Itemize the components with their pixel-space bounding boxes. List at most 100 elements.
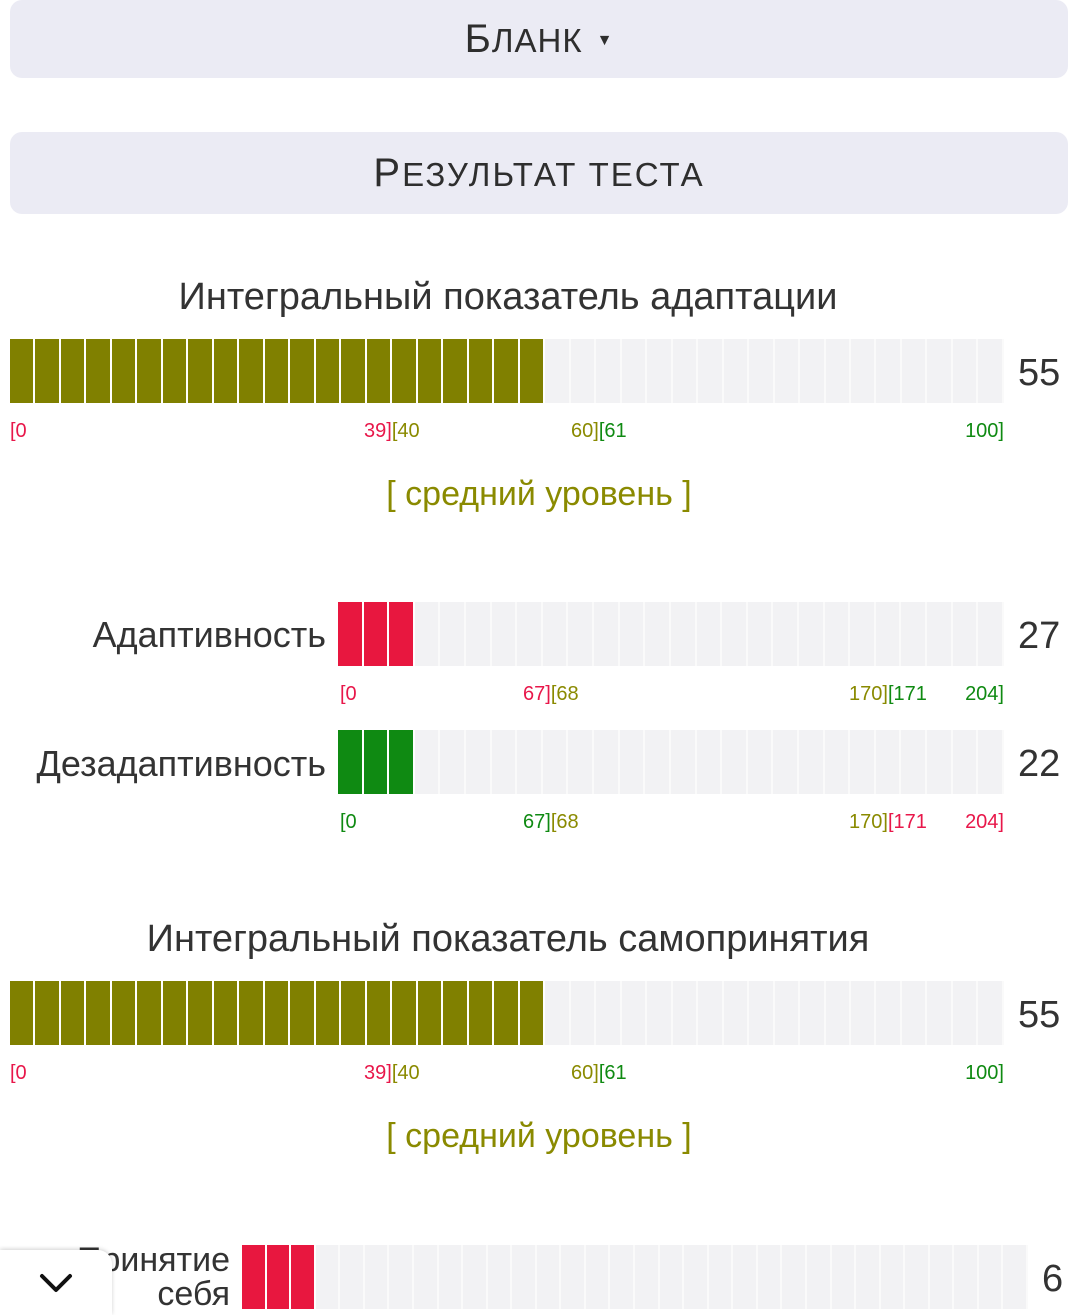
bar-segment-empty <box>570 339 597 403</box>
bar-segment-empty <box>413 1245 439 1309</box>
scale-tick: 204] <box>965 683 1004 705</box>
bar-segment-empty <box>568 730 595 794</box>
bar-segment-filled <box>111 981 138 1045</box>
bar-segment-filled <box>443 339 469 403</box>
progress-bar-dezadaptivnost <box>338 730 1004 794</box>
bar-segment-empty <box>800 981 826 1045</box>
bar-segment-empty <box>512 1245 537 1309</box>
bar-segment-filled <box>392 981 418 1045</box>
blank-dropdown-button[interactable]: БЛАНК ▼ <box>10 0 1068 78</box>
bar-segment-empty <box>733 1245 758 1309</box>
bar-segment-empty <box>929 1245 955 1309</box>
bar-segment-filled <box>366 981 393 1045</box>
bar-segment-empty <box>670 602 697 666</box>
bar-segment-empty <box>466 730 492 794</box>
bar-segment-filled <box>188 981 214 1045</box>
bar-segment-empty <box>568 602 595 666</box>
bar-segment-filled <box>443 981 469 1045</box>
bar-segment-empty <box>315 1245 341 1309</box>
bar-segment-empty <box>340 1245 365 1309</box>
bar-segment-filled <box>10 981 36 1045</box>
bar-segment-empty <box>978 981 1004 1045</box>
bar-segment-empty <box>927 730 953 794</box>
bar-segment-empty <box>876 339 902 403</box>
bar-segment-empty <box>824 730 851 794</box>
progress-bar-adaptivnost <box>338 602 1004 666</box>
bar-segment-empty <box>825 981 851 1045</box>
bar-segment-filled <box>417 981 444 1045</box>
scale-tick: [0 <box>10 420 27 442</box>
bar-segment-empty <box>517 730 543 794</box>
bar-segment-filled <box>494 339 520 403</box>
scale-dezadaptivnost: [0 67][68 170][171 204] <box>338 811 1004 837</box>
label-adaptivnost: Адаптивность <box>92 614 326 655</box>
bar-segment-filled <box>290 339 316 403</box>
section-title-adaptation: Интегральный показатель адаптации <box>178 276 838 318</box>
bar-segment-empty <box>440 730 467 794</box>
bar-segment-filled <box>60 339 87 403</box>
bar-segment-filled <box>389 730 415 794</box>
bar-segment-filled <box>137 339 163 403</box>
bar-segment-empty <box>463 1245 488 1309</box>
scale-tick: [0 <box>10 1062 27 1084</box>
caret-down-icon: ▼ <box>596 32 614 49</box>
bar-segment-empty <box>952 339 979 403</box>
bar-segment-empty <box>708 1245 734 1309</box>
bar-segment-filled <box>468 339 495 403</box>
scale-tick: 60][61 <box>571 420 627 442</box>
bar-segment-empty <box>723 339 750 403</box>
scale-tick: 39][40 <box>364 1062 420 1084</box>
bar-segment-filled <box>468 981 495 1045</box>
bar-segment-empty <box>545 981 571 1045</box>
bar-segment-empty <box>635 1245 660 1309</box>
label-line: себя <box>157 1275 230 1313</box>
bar-segment-empty <box>672 981 699 1045</box>
bar-segment-empty <box>696 730 723 794</box>
bar-segment-empty <box>850 981 877 1045</box>
bar-segment-empty <box>542 730 569 794</box>
bar-segment-filled <box>363 730 390 794</box>
bar-segment-empty <box>536 1245 562 1309</box>
scale-self-acceptance: [0 39][40 60][61 100] <box>10 1062 1004 1088</box>
bar-segment-filled <box>315 339 342 403</box>
progress-bar-adaptation <box>10 339 1004 403</box>
bar-segment-filled <box>341 339 367 403</box>
bar-segment-empty <box>978 602 1004 666</box>
bar-segment-empty <box>466 602 492 666</box>
bar-segment-empty <box>561 1245 586 1309</box>
bar-segment-empty <box>978 1245 1004 1309</box>
score-adaptivnost: 27 <box>1018 615 1061 657</box>
collapse-button[interactable] <box>0 1250 112 1315</box>
bar-segment-empty <box>825 339 851 403</box>
bar-segment-filled <box>291 1245 316 1309</box>
bar-segment-empty <box>722 602 748 666</box>
bar-segment-filled <box>338 730 364 794</box>
scale-tick: 67][68 <box>523 683 579 705</box>
bar-segment-empty <box>621 339 648 403</box>
bar-segment-filled <box>264 981 291 1045</box>
bar-segment-filled <box>363 602 390 666</box>
bar-segment-empty <box>596 339 622 403</box>
bar-segment-empty <box>978 730 1004 794</box>
bar-segment-empty <box>645 602 671 666</box>
bar-segment-filled <box>264 339 291 403</box>
bar-segment-empty <box>927 981 953 1045</box>
bar-segment-empty <box>806 1245 832 1309</box>
label-dezadaptivnost: Дезадаптивность <box>36 743 326 784</box>
bar-segment-empty <box>722 730 748 794</box>
bar-segment-empty <box>491 602 518 666</box>
bar-segment-empty <box>364 1245 390 1309</box>
bar-segment-empty <box>850 339 877 403</box>
bar-segment-empty <box>901 339 928 403</box>
progress-bar-self-acceptance <box>10 981 1004 1045</box>
bar-segment-empty <box>875 730 902 794</box>
bar-segment-filled <box>366 339 393 403</box>
bar-segment-filled <box>392 339 418 403</box>
test-result-header[interactable]: РЕЗУЛЬТАТ ТЕСТА <box>10 132 1068 214</box>
test-result-label: РЕЗУЛЬТАТ ТЕСТА <box>373 150 705 195</box>
scale-tick: 204] <box>965 811 1004 833</box>
bar-segment-empty <box>856 1245 881 1309</box>
bar-segment-empty <box>773 602 799 666</box>
bar-segment-empty <box>774 339 801 403</box>
bar-segment-empty <box>850 730 876 794</box>
